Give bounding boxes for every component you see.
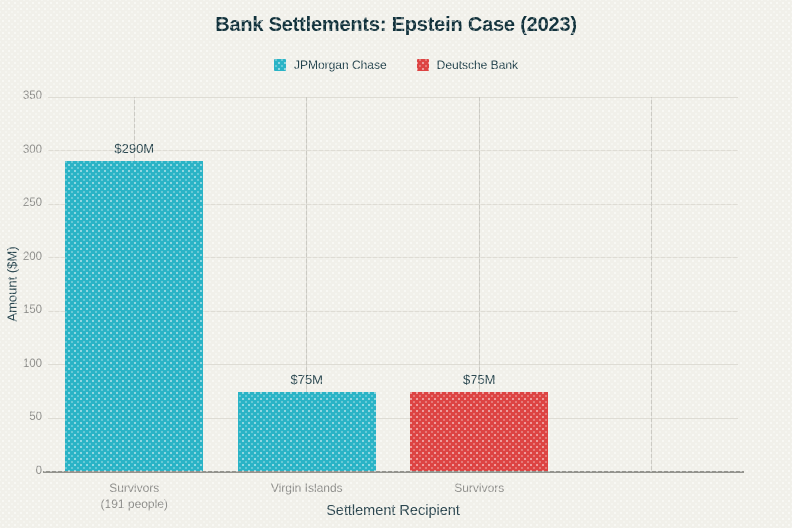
vertical-gridline (306, 97, 308, 472)
bar-value-label: $290M (114, 141, 155, 157)
legend-label: Deutsche Bank (436, 58, 519, 72)
legend-label: JPMorgan Chase (293, 58, 387, 72)
chart-title: Bank Settlements: Epstein Case (2023) (215, 14, 577, 36)
y-tick-label: 200 (22, 250, 42, 263)
legend-swatch-icon (273, 59, 286, 71)
horizontal-gridline (48, 257, 738, 259)
horizontal-gridline (48, 203, 738, 205)
y-tick-label: 300 (22, 143, 42, 156)
bar-value-label: $75M (462, 371, 496, 387)
horizontal-gridline (48, 96, 738, 98)
x-axis-title: Settlement Recipient (326, 503, 460, 519)
horizontal-gridline (48, 150, 738, 152)
x-tick-label: Survivors (454, 481, 505, 495)
y-tick-label: 50 (29, 411, 42, 424)
y-tick-label: 100 (22, 357, 42, 370)
x-tick-label: Survivors (191 people) (100, 481, 168, 512)
vertical-gridline (478, 97, 480, 472)
y-tick-label: 150 (22, 304, 42, 317)
bar-2 (237, 391, 376, 472)
bar-3 (410, 391, 549, 472)
horizontal-gridline (48, 417, 738, 419)
y-tick-label: 0 (35, 465, 42, 477)
legend: JPMorgan Chase Deutsche Bank (0, 58, 792, 72)
bar-value-label: $75M (290, 371, 324, 387)
horizontal-gridline (48, 310, 738, 312)
x-axis-line (43, 471, 744, 473)
legend-item: Deutsche Bank (416, 58, 519, 72)
bar-1 (65, 161, 204, 472)
vertical-gridline (651, 97, 653, 472)
legend-item: JPMorgan Chase (273, 58, 387, 72)
plot-area: $290M $75M $75M (43, 96, 744, 473)
x-tick-label: Virgin Islands (270, 481, 343, 495)
legend-swatch-icon (416, 59, 429, 71)
y-tick-label: 350 (22, 90, 42, 102)
y-tick-label: 250 (22, 197, 42, 210)
horizontal-gridline (48, 364, 738, 366)
